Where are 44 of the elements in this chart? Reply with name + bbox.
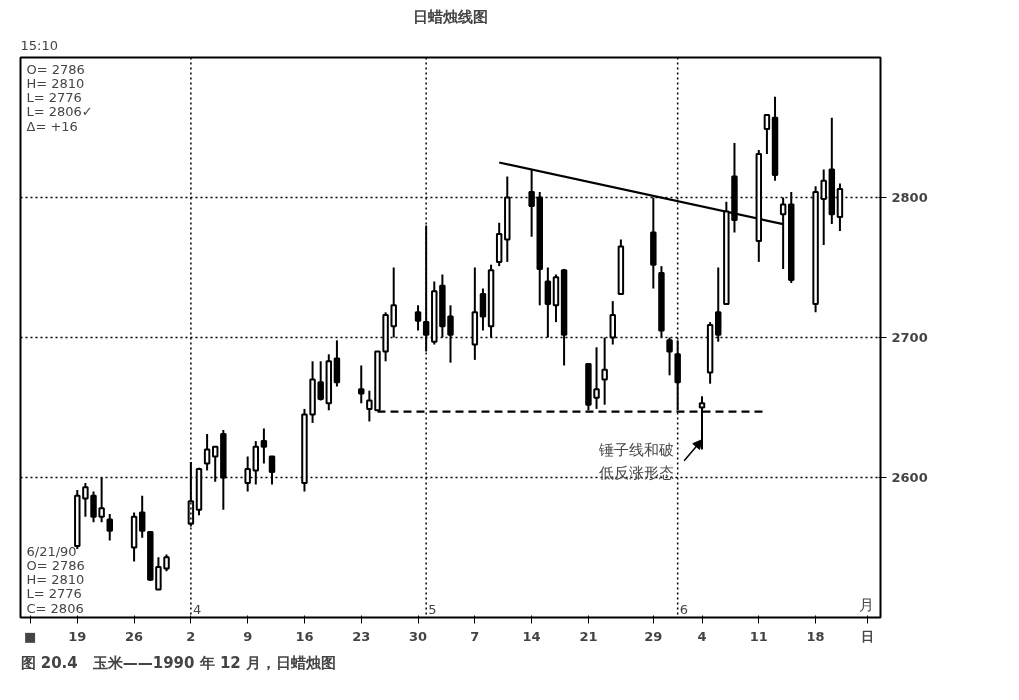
candlestick xyxy=(203,433,211,472)
candlestick xyxy=(601,336,608,406)
candlestick xyxy=(414,304,422,332)
annotation: 月 xyxy=(858,595,874,614)
ref-line-label: 5 xyxy=(428,601,437,617)
text: 15:10 xyxy=(20,37,58,53)
annotation: O= 2786 H= 2810 L= 2776 L= 2806✓ Δ= +16 xyxy=(26,61,93,134)
y-tick-label: 2700 xyxy=(891,330,928,345)
annotation: 6/21/90 O= 2786 H= 2810 L= 2776 C= 2806 xyxy=(26,543,85,616)
text: ■ xyxy=(24,628,37,644)
x-tick-label: 26 xyxy=(125,628,144,644)
candlestick xyxy=(333,339,341,388)
ref-line-label: 4 xyxy=(192,601,202,617)
x-tick-label: 11 xyxy=(749,628,768,644)
candlestick xyxy=(358,364,365,405)
candlestick xyxy=(609,300,616,346)
y-tick-label: 2800 xyxy=(891,190,928,205)
x-tick-label: 16 xyxy=(295,628,314,644)
candlestick xyxy=(479,287,487,332)
x-tick-label: 18 xyxy=(806,628,825,644)
y-tick-label: 2600 xyxy=(891,470,928,485)
candlestick xyxy=(544,266,552,339)
chart-title: 日蜡烛线图 xyxy=(413,7,488,26)
ref-line-label: 6 xyxy=(679,601,688,617)
x-tick-label: 19 xyxy=(68,628,87,644)
x-tick-label: 21 xyxy=(579,628,598,644)
annotation: 锤子线和破低反涨形态 xyxy=(598,441,675,482)
x-tick-label: 2 xyxy=(186,628,196,644)
x-tick-label: 23 xyxy=(352,628,371,644)
x-tick-label: 4 xyxy=(697,628,707,644)
x-tick-label: 30 xyxy=(409,628,428,644)
candlestick xyxy=(715,266,722,343)
x-tick-label: 9 xyxy=(243,628,253,644)
x-tick-label: 29 xyxy=(644,628,663,644)
text: 日 xyxy=(861,628,875,644)
candlestick xyxy=(106,512,113,542)
x-tick-label: 7 xyxy=(470,628,480,644)
candlestick xyxy=(260,427,268,465)
candlestick xyxy=(268,455,276,486)
candlestick xyxy=(666,336,673,377)
candlestick xyxy=(138,494,146,539)
x-tick-label: 14 xyxy=(522,628,541,644)
candlestick xyxy=(763,113,771,156)
caption: 图 20.4 玉米——1990 年 12 月，日蜡烛图 xyxy=(20,653,337,672)
